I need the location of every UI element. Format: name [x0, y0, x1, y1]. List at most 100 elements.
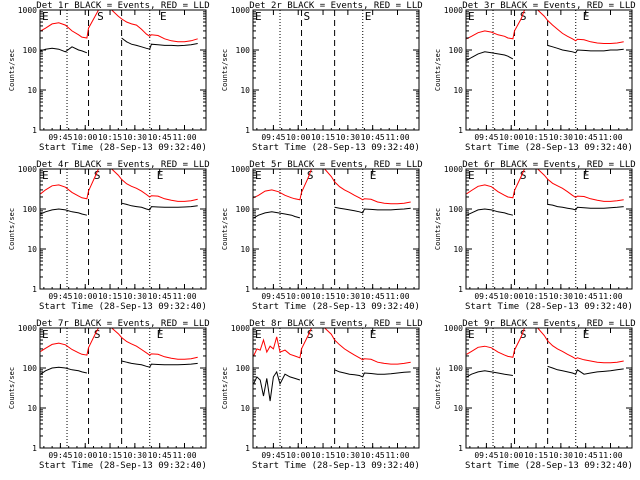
series-line-lld	[253, 169, 411, 205]
marker-label-s: S	[520, 169, 527, 182]
y-tick-label: 100	[449, 364, 464, 373]
marker-label-e: E	[255, 169, 262, 182]
series-line-lld	[40, 328, 198, 360]
x-tick-label: 10:00	[499, 292, 523, 301]
x-tick-label: 11:00	[598, 451, 622, 460]
panel-title: Det 4r BLACK = Events, RED = LLD	[36, 160, 209, 170]
y-tick-label: 10	[27, 86, 37, 95]
x-tick-label: 10:15	[524, 292, 548, 301]
marker-label-e: E	[157, 169, 164, 182]
y-axis-label: Counts/sec	[8, 49, 16, 91]
y-tick-label: 1000	[231, 324, 250, 333]
y-tick-label: 100	[23, 364, 38, 373]
y-tick-label: 1	[32, 126, 37, 135]
marker-label-e: E	[160, 10, 167, 23]
marker-label-s: S	[520, 328, 527, 341]
x-tick-label: 10:45	[148, 451, 172, 460]
marker-label-s: S	[307, 169, 314, 182]
x-tick-label: 10:15	[311, 292, 335, 301]
x-tick-label: 10:00	[73, 451, 97, 460]
y-axis-label: Counts/sec	[221, 49, 229, 91]
y-axis-label: Counts/sec	[434, 208, 442, 250]
x-tick-label: 10:00	[499, 451, 523, 460]
y-tick-label: 10	[240, 404, 250, 413]
x-tick-label: 10:45	[574, 292, 598, 301]
x-tick-label: 09:45	[261, 292, 285, 301]
marker-label-e: E	[583, 169, 590, 182]
series-line-events	[466, 203, 624, 216]
series-line-lld	[466, 328, 624, 364]
marker-label-e: E	[583, 10, 590, 23]
y-tick-label: 1000	[18, 324, 37, 333]
x-tick-label: 09:45	[474, 292, 498, 301]
x-tick-label: 10:45	[574, 133, 598, 142]
x-tick-label: 11:00	[172, 133, 196, 142]
plot-frame	[252, 9, 420, 131]
panel-title: Det 5r BLACK = Events, RED = LLD	[249, 160, 422, 170]
x-tick-label: 09:45	[48, 451, 72, 460]
y-tick-label: 100	[449, 46, 464, 55]
y-tick-label: 100	[23, 46, 38, 55]
plot-frame	[39, 327, 207, 449]
panel-det-9: Det 9r BLACK = Events, RED = LLD Counts/s…	[434, 319, 636, 471]
y-tick-label: 1	[32, 444, 37, 453]
x-tick-label: 10:30	[336, 133, 360, 142]
plot-frame	[39, 168, 207, 290]
marker-label-e: E	[42, 169, 49, 182]
marker-label-s: S	[304, 10, 311, 23]
x-tick-label: 10:15	[524, 133, 548, 142]
panel-det-7: Det 7r BLACK = Events, RED = LLD Counts/s…	[8, 319, 210, 471]
y-tick-label: 100	[449, 205, 464, 214]
marker-label-e: E	[255, 10, 262, 23]
x-tick-label: 11:00	[385, 292, 409, 301]
x-tick-label: 09:45	[474, 133, 498, 142]
x-tick-label: 10:15	[524, 451, 548, 460]
x-axis-label: Start Time (28-Sep-13 09:32:40)	[465, 302, 633, 312]
x-axis-label: Start Time (28-Sep-13 09:32:40)	[39, 302, 207, 312]
x-tick-label: 10:15	[311, 133, 335, 142]
y-tick-label: 10	[240, 86, 250, 95]
marker-label-s: S	[520, 10, 527, 23]
x-tick-label: 10:30	[123, 133, 147, 142]
y-tick-label: 100	[236, 364, 251, 373]
y-tick-label: 1000	[444, 165, 463, 174]
x-tick-label: 10:45	[148, 133, 172, 142]
series-line-events	[40, 360, 198, 375]
x-tick-label: 10:45	[361, 133, 385, 142]
panel-title: Det 9r BLACK = Events, RED = LLD	[462, 319, 635, 329]
y-tick-label: 10	[453, 86, 463, 95]
y-tick-label: 1000	[231, 6, 250, 15]
series-line-lld	[40, 10, 198, 43]
panel-det-6: Det 6r BLACK = Events, RED = LLD Counts/s…	[434, 160, 636, 312]
marker-label-e: E	[365, 10, 372, 23]
y-axis-label: Counts/sec	[434, 49, 442, 91]
x-tick-label: 10:45	[361, 451, 385, 460]
y-tick-label: 10	[240, 245, 250, 254]
x-axis-label: Start Time (28-Sep-13 09:32:40)	[39, 461, 207, 471]
y-tick-label: 10	[27, 404, 37, 413]
series-line-events	[40, 202, 198, 216]
x-tick-label: 09:45	[261, 451, 285, 460]
marker-label-s: S	[94, 328, 101, 341]
y-tick-label: 1	[245, 444, 250, 453]
panel-det-1: Det 1r BLACK = Events, RED = LLD Counts/s…	[8, 1, 210, 153]
x-tick-label: 10:15	[311, 451, 335, 460]
x-tick-label: 10:30	[549, 451, 573, 460]
x-tick-label: 10:00	[286, 292, 310, 301]
plot-frame	[252, 327, 420, 449]
y-axis-label: Counts/sec	[8, 208, 16, 250]
x-tick-label: 10:00	[499, 133, 523, 142]
marker-label-e: E	[42, 10, 49, 23]
panel-title: Det 8r BLACK = Events, RED = LLD	[249, 319, 422, 329]
marker-label-s: S	[307, 328, 314, 341]
y-tick-label: 10	[453, 245, 463, 254]
y-tick-label: 1	[458, 126, 463, 135]
y-tick-label: 1	[458, 444, 463, 453]
panel-title: Det 1r BLACK = Events, RED = LLD	[36, 1, 209, 11]
x-tick-label: 11:00	[598, 292, 622, 301]
y-tick-label: 100	[236, 46, 251, 55]
y-tick-label: 100	[23, 205, 38, 214]
series-line-events	[466, 365, 624, 378]
y-tick-label: 1000	[444, 6, 463, 15]
